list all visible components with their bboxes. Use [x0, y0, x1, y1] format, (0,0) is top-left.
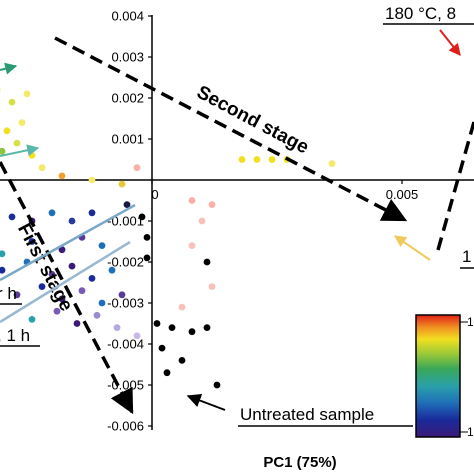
- y-tick-label: -0.005: [107, 378, 144, 393]
- data-point: [0, 147, 6, 155]
- data-point: [213, 381, 221, 389]
- data-point: [108, 266, 116, 274]
- untreated-pointer-arrow: [186, 393, 226, 411]
- data-point: [18, 119, 26, 126]
- right-partial-label: 1: [462, 247, 471, 266]
- data-point: [238, 156, 246, 163]
- data-point: [118, 291, 126, 299]
- data-point: [98, 299, 106, 307]
- y-tick-label: -0.002: [107, 255, 144, 270]
- left-partial-label-2: , 1 h: [0, 326, 30, 345]
- data-point: [98, 242, 106, 250]
- x-axis-label: PC1 (75%): [263, 454, 336, 471]
- y-tick-label: 0.001: [111, 132, 144, 147]
- top-right-pointer-arrow: [439, 29, 461, 56]
- data-point: [48, 270, 56, 278]
- data-point: [138, 213, 146, 221]
- y-tick-label: -0.006: [107, 419, 144, 434]
- data-point: [168, 324, 176, 331]
- data-point: [133, 164, 141, 172]
- data-point: [143, 254, 151, 262]
- data-point: [188, 197, 196, 204]
- x-axis-ticks: -0.00500.0050.01: [151, 180, 419, 202]
- second-stage-label: Second stage: [193, 82, 312, 159]
- data-point: [38, 283, 46, 290]
- data-point: [88, 275, 96, 282]
- data-point: [0, 250, 6, 258]
- lower-left-pointer-1: [0, 203, 136, 282]
- data-point: [153, 320, 161, 327]
- top-right-condition-label: 180 °C, 8: [385, 4, 456, 23]
- data-point: [178, 303, 186, 311]
- data-point: [68, 262, 76, 270]
- x-tick-label: 0: [151, 187, 158, 202]
- data-point: [23, 90, 31, 98]
- left-mid-pointer-arrow: [0, 144, 40, 157]
- second-stage-arrow: [54, 36, 408, 222]
- data-point: [53, 307, 61, 315]
- data-point: [78, 287, 86, 295]
- data-point: [203, 324, 211, 331]
- data-point: [143, 234, 151, 241]
- colorbar: [415, 314, 461, 438]
- data-points: [0, 88, 336, 389]
- data-point: [158, 344, 166, 352]
- data-point: [133, 332, 141, 340]
- y-tick-label: 0.003: [111, 50, 144, 65]
- data-point: [8, 98, 16, 106]
- data-point: [38, 164, 46, 172]
- data-point: [28, 316, 36, 323]
- y-tick-label: -0.001: [107, 214, 144, 229]
- top-left-pointer-arrow: [0, 62, 18, 75]
- data-point: [88, 176, 96, 184]
- data-point: [28, 238, 36, 245]
- data-point: [8, 213, 16, 221]
- data-point: [13, 291, 21, 299]
- data-point: [88, 209, 96, 217]
- data-point: [203, 258, 211, 266]
- y-tick-label: -0.003: [107, 296, 144, 311]
- lower-left-pointer-2: [0, 240, 131, 324]
- data-point: [123, 201, 131, 209]
- y-tick-label: 0.002: [111, 91, 144, 106]
- data-point: [68, 217, 76, 225]
- data-point: [73, 320, 81, 327]
- data-point: [113, 324, 121, 331]
- lower-right-pointer-arrow: [394, 235, 431, 261]
- data-point: [48, 209, 56, 217]
- first-stage-arrow: [0, 161, 134, 415]
- data-point: [328, 160, 336, 168]
- data-point: [93, 311, 101, 319]
- data-point: [28, 152, 36, 159]
- colorbar-tick-label-top: 1: [467, 315, 474, 329]
- untreated-sample-label: Untreated sample: [240, 405, 374, 424]
- y-axis-ticks: 0.004 0.003 0.002 0.001 -0.001 -0.002 -0.003 -0…: [107, 9, 152, 434]
- data-point: [3, 127, 11, 135]
- colorbar-tick-label-bottom: 1: [467, 425, 474, 439]
- data-point: [208, 283, 216, 290]
- data-point: [188, 328, 196, 336]
- data-point: [268, 156, 276, 163]
- y-tick-label: -0.004: [107, 337, 144, 352]
- data-point: [178, 357, 186, 364]
- x-tick-label: 0.005: [386, 187, 419, 202]
- data-point: [198, 217, 206, 225]
- right-stage-divider: [436, 121, 474, 251]
- data-point: [13, 139, 21, 147]
- data-point: [208, 201, 216, 209]
- data-point: [253, 156, 261, 163]
- data-point: [58, 172, 66, 180]
- left-partial-label-1: r h: [0, 284, 17, 303]
- data-point: [118, 180, 126, 188]
- data-point: [0, 266, 6, 274]
- data-point: [188, 242, 196, 250]
- y-tick-label: 0.004: [111, 9, 144, 24]
- data-point: [58, 246, 66, 254]
- data-point: [163, 369, 171, 377]
- data-point: [58, 295, 66, 303]
